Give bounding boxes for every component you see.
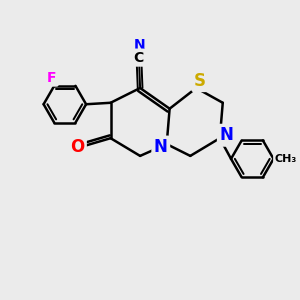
Text: N: N: [219, 126, 233, 144]
Text: N: N: [134, 38, 145, 52]
Text: S: S: [194, 72, 206, 90]
Text: O: O: [70, 138, 84, 156]
Text: C: C: [133, 51, 143, 64]
Text: N: N: [154, 138, 168, 156]
Text: F: F: [47, 70, 57, 85]
Text: CH₃: CH₃: [275, 154, 297, 164]
